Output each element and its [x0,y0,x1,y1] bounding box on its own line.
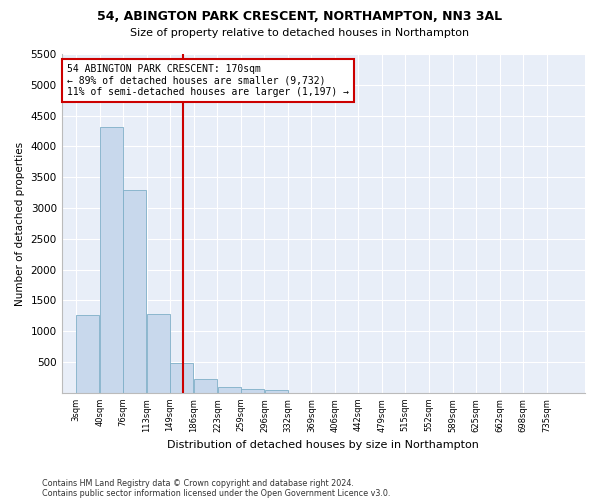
Text: Contains public sector information licensed under the Open Government Licence v3: Contains public sector information licen… [42,488,391,498]
Bar [265,390,288,393]
Bar [147,314,170,393]
Text: 54 ABINGTON PARK CRESCENT: 170sqm
← 89% of detached houses are smaller (9,732)
1: 54 ABINGTON PARK CRESCENT: 170sqm ← 89% … [67,64,349,98]
Text: 54, ABINGTON PARK CRESCENT, NORTHAMPTON, NN3 3AL: 54, ABINGTON PARK CRESCENT, NORTHAMPTON,… [97,10,503,23]
Bar [170,362,193,393]
Text: Size of property relative to detached houses in Northampton: Size of property relative to detached ho… [130,28,470,38]
Text: Contains HM Land Registry data © Crown copyright and database right 2024.: Contains HM Land Registry data © Crown c… [42,478,354,488]
Y-axis label: Number of detached properties: Number of detached properties [15,142,25,306]
Bar [123,190,146,393]
Bar [218,387,241,393]
Bar [76,316,100,393]
Bar [241,388,264,393]
Bar [194,380,217,393]
Bar [100,126,124,393]
X-axis label: Distribution of detached houses by size in Northampton: Distribution of detached houses by size … [167,440,479,450]
